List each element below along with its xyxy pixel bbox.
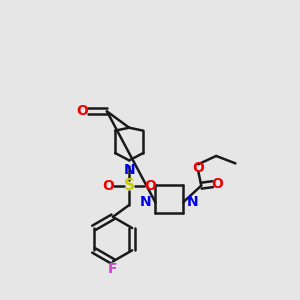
Text: O: O bbox=[144, 179, 156, 193]
Text: O: O bbox=[103, 179, 114, 193]
Text: F: F bbox=[108, 262, 118, 276]
Text: S: S bbox=[124, 178, 135, 193]
Text: O: O bbox=[76, 104, 88, 118]
Text: N: N bbox=[123, 163, 135, 177]
Text: N: N bbox=[140, 195, 152, 209]
Text: O: O bbox=[212, 177, 223, 191]
Text: N: N bbox=[187, 195, 199, 209]
Text: O: O bbox=[192, 161, 204, 175]
